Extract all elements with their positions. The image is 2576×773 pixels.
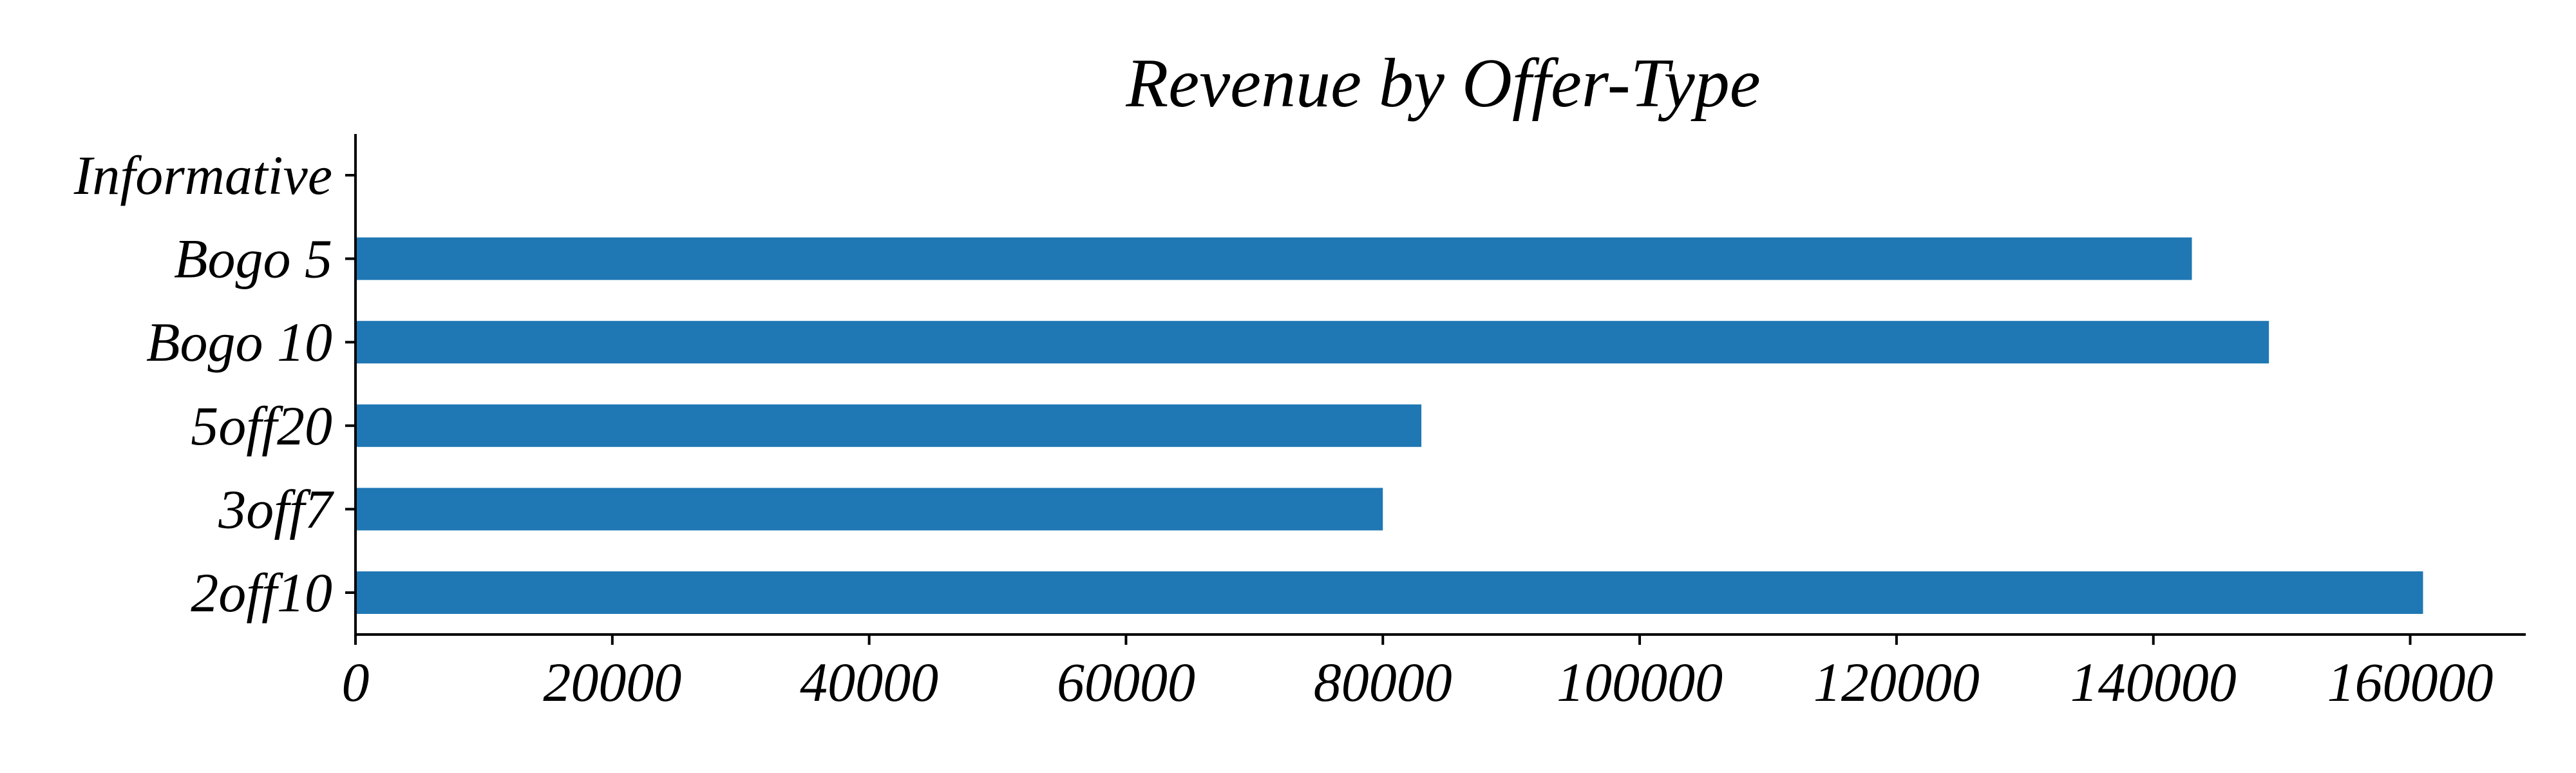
chart-title: Revenue by Offer-Type xyxy=(1125,45,1760,122)
bar-3off7 xyxy=(355,488,1383,531)
y-tick-label: 5off20 xyxy=(191,395,332,457)
y-tick-label: Informative xyxy=(73,144,332,206)
bar-2off10 xyxy=(355,571,2423,614)
y-tick-label: Bogo 5 xyxy=(174,228,332,290)
x-tick-label: 0 xyxy=(342,651,370,713)
x-tick-label: 140000 xyxy=(2070,651,2237,713)
y-axis: Informative Bogo 5 Bogo 10 5off20 3off7 2off1… xyxy=(73,134,357,635)
y-tick-label: 2off10 xyxy=(191,562,332,624)
x-tick-label: 40000 xyxy=(800,651,938,713)
x-tick-label: 120000 xyxy=(1814,651,1980,713)
x-tick-label: 20000 xyxy=(543,651,681,713)
x-axis: 0 20000 40000 60000 80000 100000 120000 140000 1… xyxy=(342,633,2526,713)
y-tick-label: 3off7 xyxy=(218,478,334,540)
bar-bogo-10 xyxy=(355,321,2269,364)
y-tick-label: Bogo 10 xyxy=(146,311,332,373)
bar-bogo-5 xyxy=(355,237,2192,280)
x-tick-label: 100000 xyxy=(1557,651,1723,713)
x-tick-label: 160000 xyxy=(2327,651,2494,713)
bar-5off20 xyxy=(355,404,1422,447)
x-tick-label: 60000 xyxy=(1057,651,1195,713)
bars-group xyxy=(355,237,2423,614)
x-tick-label: 80000 xyxy=(1314,651,1452,713)
